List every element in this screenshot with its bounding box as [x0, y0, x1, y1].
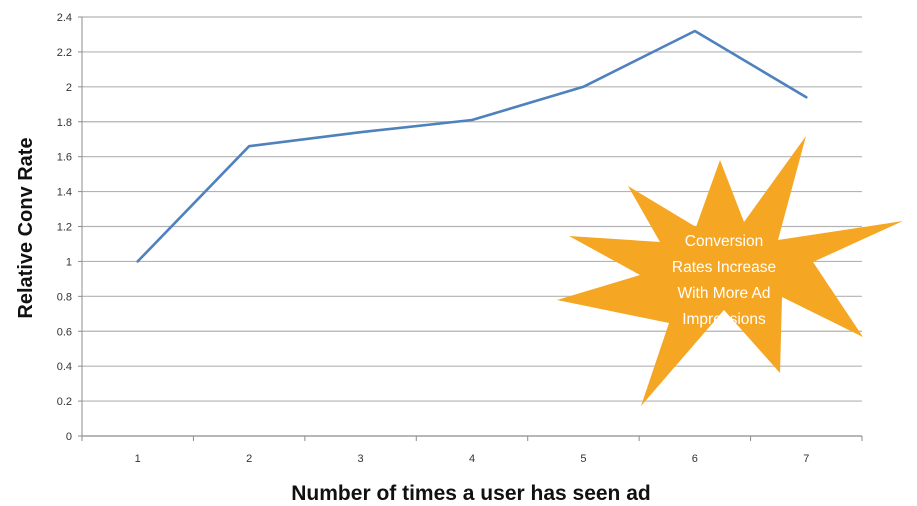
y-tick-label-11: 2.2 [57, 47, 72, 59]
x-tick-label-0: 1 [135, 453, 141, 465]
y-axis-title: Relative Conv Rate [15, 137, 37, 318]
y-tick-label-8: 1.6 [57, 152, 72, 164]
y-tick-label-10: 2 [66, 82, 72, 94]
y-tick-label-3: 0.6 [57, 326, 72, 338]
callout-line-2: Rates Increase [672, 259, 776, 276]
y-tick-label-0: 0 [66, 431, 72, 443]
gridlines [82, 16, 862, 402]
y-tick-labels: 0 0.2 0.4 0.6 0.8 1 1.2 1.4 1.6 1.8 2 2.2 2.4 [57, 12, 72, 443]
callout-line-1: Conversion [685, 233, 763, 250]
series-line-0 [136, 29, 808, 263]
y-tick-label-6: 1.2 [57, 222, 72, 234]
y-tick-label-9: 1.8 [57, 117, 72, 129]
x-tick-label-1: 2 [246, 453, 252, 465]
x-tick-labels: 1 2 3 4 5 6 7 [135, 453, 810, 465]
starburst-callout: Conversion Rates Increase With More Ad I… [557, 136, 903, 406]
y-tick-label-2: 0.4 [57, 361, 72, 373]
starburst-shape [557, 136, 903, 406]
x-tick-label-6: 7 [803, 453, 809, 465]
series [136, 29, 808, 263]
y-tick-label-4: 0.8 [57, 291, 72, 303]
x-tick-label-4: 5 [580, 453, 586, 465]
axes [78, 16, 863, 441]
x-axis-title: Number of times a user has seen ad [291, 482, 650, 505]
y-tick-label-5: 1 [66, 256, 72, 268]
x-tick-label-2: 3 [358, 453, 364, 465]
y-tick-label-12: 2.4 [57, 12, 72, 24]
x-tick-label-3: 4 [469, 453, 475, 465]
x-tick-label-5: 6 [692, 453, 698, 465]
callout-line-4: Impressions [682, 311, 766, 328]
y-tick-label-7: 1.4 [57, 187, 72, 199]
callout-line-3: With More Ad [677, 285, 770, 302]
y-tick-label-1: 0.2 [57, 396, 72, 408]
